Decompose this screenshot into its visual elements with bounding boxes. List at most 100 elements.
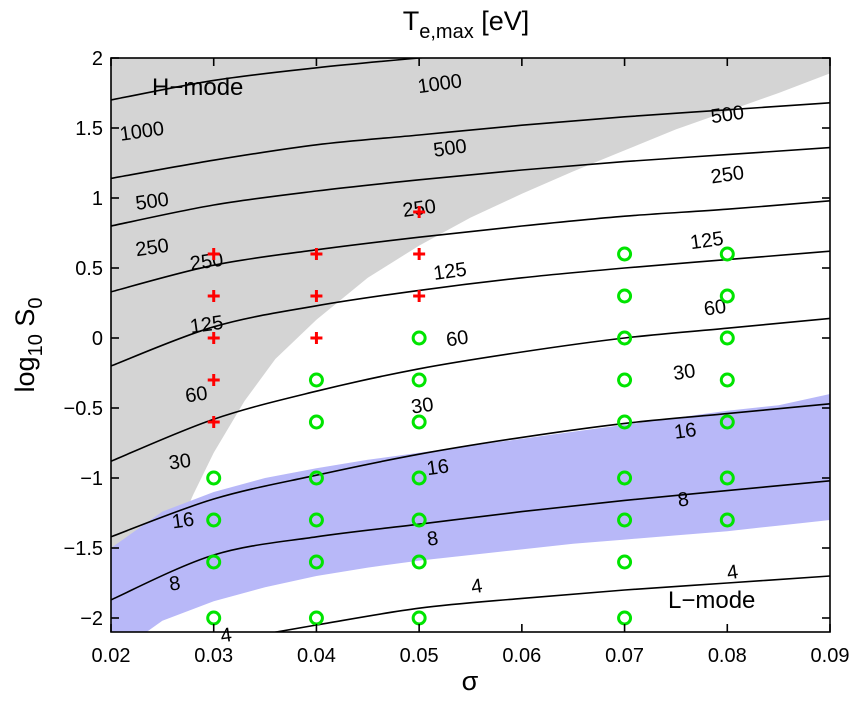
contour-label-60: 60 xyxy=(445,327,470,352)
lmode-point xyxy=(617,330,633,346)
contour-label-30: 30 xyxy=(410,394,435,419)
contour-label-8: 8 xyxy=(426,528,440,551)
contour-label-16: 16 xyxy=(673,419,698,444)
uncertainty-band xyxy=(111,394,830,632)
contour-label-250: 250 xyxy=(134,235,170,261)
y-axis-title: log10 S0 xyxy=(10,298,47,393)
lmode-point xyxy=(719,288,735,304)
x-tick-label: 0.09 xyxy=(811,645,850,667)
contour-line-8 xyxy=(111,480,830,601)
hmode-point xyxy=(310,332,323,344)
y-tick-label: 1 xyxy=(92,188,103,210)
lmode-point xyxy=(308,470,324,486)
contour-label-4: 4 xyxy=(219,624,233,647)
contour-label-500: 500 xyxy=(432,135,468,161)
contour-line-1000 xyxy=(111,58,429,101)
hmode-point xyxy=(207,248,220,260)
contour-line-500 xyxy=(111,102,830,180)
contour-label-125: 125 xyxy=(432,259,468,285)
hmode-point xyxy=(310,248,323,260)
lmode-point xyxy=(308,610,324,626)
contour-label-16: 16 xyxy=(170,509,195,534)
lmode-point xyxy=(411,330,427,346)
contour-label-4: 4 xyxy=(470,575,484,598)
lmode-point xyxy=(617,470,633,486)
contour-label-250: 250 xyxy=(709,162,745,188)
hmode-point xyxy=(310,290,323,302)
hmode-point xyxy=(413,206,426,218)
chart-title-suffix: [eV] xyxy=(474,6,530,36)
x-tick-label: 0.04 xyxy=(297,645,336,667)
y-tick-label: −2 xyxy=(80,608,103,630)
x-axis-title: σ xyxy=(462,666,479,696)
contour-label-8: 8 xyxy=(168,572,182,595)
contour-line-60 xyxy=(111,250,830,367)
contour-label-8: 8 xyxy=(676,488,690,511)
y-tick-label: −1.5 xyxy=(64,538,103,560)
region-label-lmode: L−mode xyxy=(668,587,755,614)
y-axis-title-log: log xyxy=(10,356,40,392)
contour-line-30 xyxy=(111,317,830,462)
lmode-point xyxy=(617,372,633,388)
hmode-point xyxy=(207,416,220,428)
chart-title-main: T xyxy=(403,6,420,36)
y-tick-label: −0.5 xyxy=(64,398,103,420)
lmode-point xyxy=(617,414,633,430)
x-tick-label: 0.05 xyxy=(400,645,439,667)
lmode-point xyxy=(411,512,427,528)
y-tick-label: 1.5 xyxy=(75,118,103,140)
lmode-point xyxy=(308,372,324,388)
lmode-point xyxy=(206,554,222,570)
lmode-point xyxy=(308,512,324,528)
hmode-point xyxy=(413,290,426,302)
lmode-point xyxy=(617,246,633,262)
lmode-point xyxy=(206,470,222,486)
lmode-point xyxy=(617,512,633,528)
contour-label-500: 500 xyxy=(709,102,745,128)
contour-label-125: 125 xyxy=(689,228,725,254)
y-axis-title-sub2: 0 xyxy=(25,298,47,309)
lmode-point xyxy=(719,414,735,430)
contour-line-125 xyxy=(111,200,830,293)
contour-line-250 xyxy=(111,146,830,227)
hmode-point xyxy=(207,374,220,386)
contour-label-16: 16 xyxy=(425,455,450,480)
contour-label-30: 30 xyxy=(672,360,697,385)
contour-label-4: 4 xyxy=(726,561,740,584)
contour-line-16 xyxy=(111,403,830,538)
lmode-point xyxy=(719,372,735,388)
hmode-region xyxy=(111,58,830,632)
hmode-point xyxy=(207,332,220,344)
lmode-point xyxy=(719,330,735,346)
hmode-point xyxy=(207,290,220,302)
lmode-point xyxy=(617,610,633,626)
lmode-point xyxy=(719,512,735,528)
x-tick-label: 0.08 xyxy=(708,645,747,667)
y-axis-title-s: S xyxy=(10,309,40,335)
contour-label-30: 30 xyxy=(167,450,192,475)
lmode-point xyxy=(617,554,633,570)
contour-label-500: 500 xyxy=(134,189,170,215)
contour-label-60: 60 xyxy=(184,383,209,408)
lmode-point xyxy=(411,610,427,626)
lmode-point xyxy=(308,414,324,430)
lmode-point xyxy=(411,372,427,388)
lmode-point xyxy=(411,414,427,430)
x-tick-label: 0.02 xyxy=(92,645,131,667)
x-tick-label: 0.03 xyxy=(194,645,233,667)
region-label-hmode: H−mode xyxy=(152,74,243,101)
regions-layer xyxy=(111,58,830,632)
lmode-point xyxy=(206,512,222,528)
lmode-point xyxy=(719,246,735,262)
lmode-point xyxy=(206,610,222,626)
x-tick-label: 0.06 xyxy=(502,645,541,667)
plot-frame xyxy=(110,57,831,633)
y-tick-label: −1 xyxy=(80,468,103,490)
y-tick-label: 0 xyxy=(92,328,103,350)
contour-label-125: 125 xyxy=(189,312,225,338)
chart-title-sub: e,max xyxy=(419,21,473,43)
lmode-point xyxy=(411,470,427,486)
lmode-point xyxy=(308,554,324,570)
x-tick-label: 0.07 xyxy=(605,645,644,667)
